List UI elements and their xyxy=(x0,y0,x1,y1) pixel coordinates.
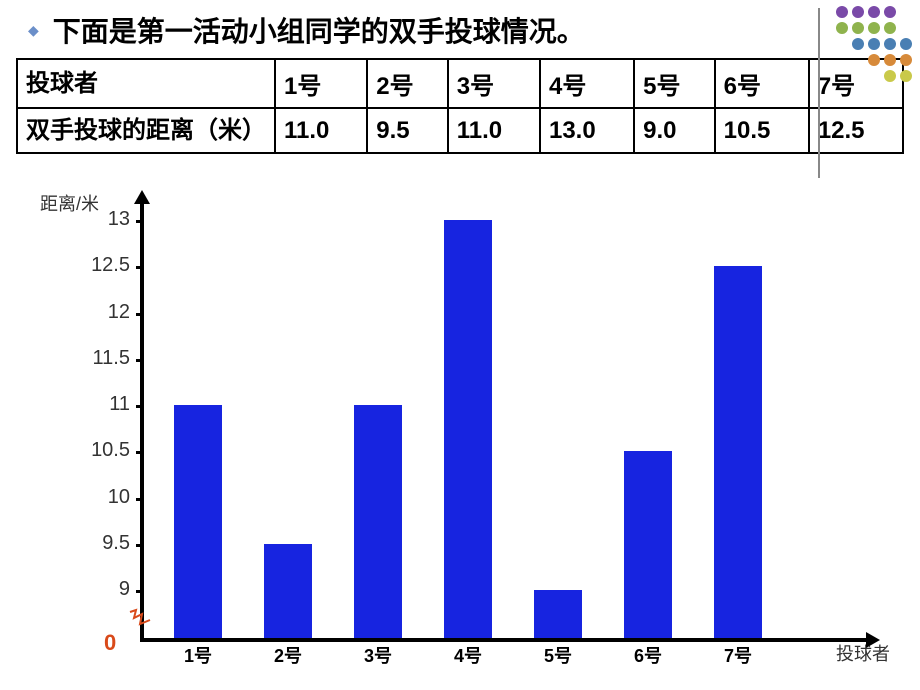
bar-label: 6号 xyxy=(618,642,678,668)
col-2: 2号 xyxy=(367,59,448,108)
data-table-container: 投球者 1号 2号 3号 4号 5号 6号 7号 双手投球的距离（米） 11.0… xyxy=(0,58,920,154)
page-title: 下面是第一活动小组同学的双手投球情况。 xyxy=(53,10,585,50)
bar-label: 4号 xyxy=(438,642,498,668)
cell-7: 12.5 xyxy=(809,108,903,153)
table-row: 投球者 1号 2号 3号 4号 5号 6号 7号 xyxy=(17,59,903,108)
bar xyxy=(264,544,312,638)
cell-2: 9.5 xyxy=(367,108,448,153)
y-tick-mark xyxy=(136,359,144,362)
y-tick-mark xyxy=(136,498,144,501)
y-tick-label: 11 xyxy=(30,393,130,416)
col-5: 5号 xyxy=(634,59,715,108)
col-3: 3号 xyxy=(448,59,540,108)
cell-6: 10.5 xyxy=(715,108,809,153)
bullet-icon: ◆ xyxy=(28,22,39,39)
corner-dots-decoration xyxy=(836,6,914,84)
bar-label: 5号 xyxy=(528,642,588,668)
y-tick-mark xyxy=(136,220,144,223)
col-6: 6号 xyxy=(715,59,809,108)
bar-label: 1号 xyxy=(168,642,228,668)
y-tick-label: 10.5 xyxy=(30,439,130,462)
bar-chart: 距离/米 投球者 0 99.51010.51111.51212.513 1号2号… xyxy=(30,190,900,680)
table-header-player: 投球者 xyxy=(17,59,275,108)
col-1: 1号 xyxy=(275,59,367,108)
bar xyxy=(174,405,222,638)
y-tick-mark xyxy=(136,451,144,454)
title-row: ◆ 下面是第一活动小组同学的双手投球情况。 xyxy=(0,0,920,58)
col-4: 4号 xyxy=(540,59,634,108)
bar-label: 7号 xyxy=(708,642,768,668)
y-tick-label: 9.5 xyxy=(30,532,130,555)
y-tick-label: 13 xyxy=(30,208,130,231)
table-header-distance: 双手投球的距离（米） xyxy=(17,108,275,153)
cell-5: 9.0 xyxy=(634,108,715,153)
bar xyxy=(714,266,762,638)
bar xyxy=(354,405,402,638)
y-tick-label: 12 xyxy=(30,301,130,324)
y-tick-mark xyxy=(136,590,144,593)
bar-label: 3号 xyxy=(348,642,408,668)
bar xyxy=(624,451,672,638)
y-tick-mark xyxy=(136,266,144,269)
y-tick-label: 12.5 xyxy=(30,254,130,277)
bar-label: 2号 xyxy=(258,642,318,668)
vertical-divider xyxy=(818,8,820,178)
y-tick-label: 9 xyxy=(30,578,130,601)
zero-label: 0 xyxy=(104,630,116,656)
cell-1: 11.0 xyxy=(275,108,367,153)
bar xyxy=(444,220,492,638)
x-axis-label: 投球者 xyxy=(836,640,890,666)
y-tick-mark xyxy=(136,405,144,408)
cell-3: 11.0 xyxy=(448,108,540,153)
bars-area: 1号2号3号4号5号6号7号 xyxy=(144,210,824,638)
bar xyxy=(534,590,582,638)
cell-4: 13.0 xyxy=(540,108,634,153)
y-tick-label: 11.5 xyxy=(30,347,130,370)
y-tick-mark xyxy=(136,313,144,316)
table-row: 双手投球的距离（米） 11.0 9.5 11.0 13.0 9.0 10.5 1… xyxy=(17,108,903,153)
y-tick-label: 10 xyxy=(30,486,130,509)
y-tick-mark xyxy=(136,544,144,547)
data-table: 投球者 1号 2号 3号 4号 5号 6号 7号 双手投球的距离（米） 11.0… xyxy=(16,58,904,154)
